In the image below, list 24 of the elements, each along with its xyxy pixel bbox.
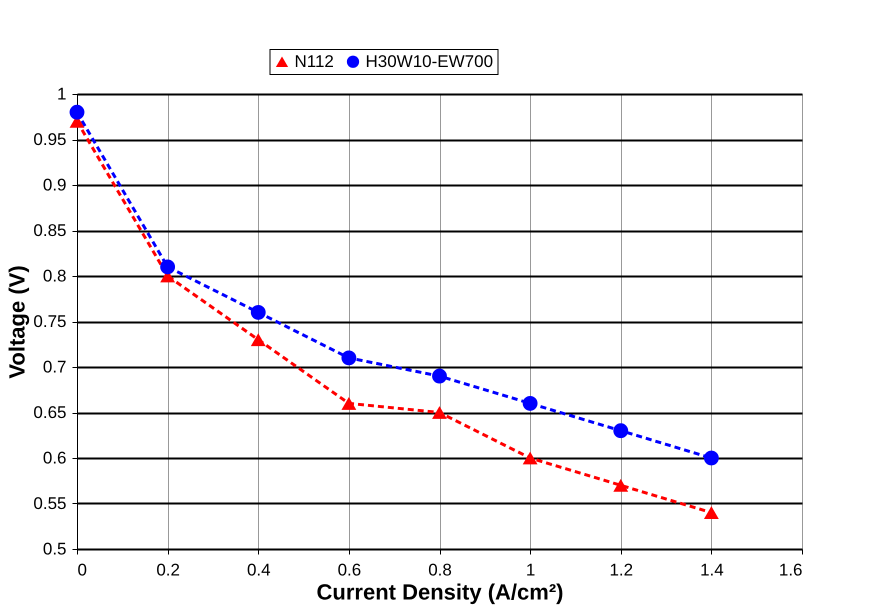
x-tick-label: 0.6 xyxy=(338,560,362,580)
x-tick-label: 1.2 xyxy=(609,560,634,580)
x-tick-label: 0 xyxy=(78,560,87,580)
y-tick-label: 0.7 xyxy=(42,358,66,376)
y-tick-label: 0.5 xyxy=(42,540,66,558)
x-tick-label: 0.8 xyxy=(428,560,452,580)
x-tick-label: 1 xyxy=(526,560,536,580)
y-tick-label: 0.6 xyxy=(42,448,66,468)
y-tick-label: 0.85 xyxy=(33,221,66,240)
y-tick-label: 0.8 xyxy=(42,266,66,286)
y-tick-label: 0.65 xyxy=(33,403,66,422)
y-tick-label: 0.75 xyxy=(33,312,66,331)
x-tick-label: 1.4 xyxy=(700,560,724,580)
y-axis-title: Voltage (V) xyxy=(4,265,30,379)
y-tick-label: 0.95 xyxy=(33,130,66,149)
legend-label: N112 xyxy=(294,52,334,71)
x-tick-label: 0.2 xyxy=(156,560,180,580)
y-tick-label: 1 xyxy=(57,84,66,104)
x-axis-title: Current Density (A/cm²) xyxy=(316,580,564,604)
x-tick-label: 0.4 xyxy=(246,560,271,580)
x-tick-label: 1.6 xyxy=(778,560,802,580)
y-tick-label: 0.9 xyxy=(42,176,66,194)
legend-label: H30W10-EW700 xyxy=(366,52,494,71)
y-tick-label: 0.55 xyxy=(33,494,66,513)
